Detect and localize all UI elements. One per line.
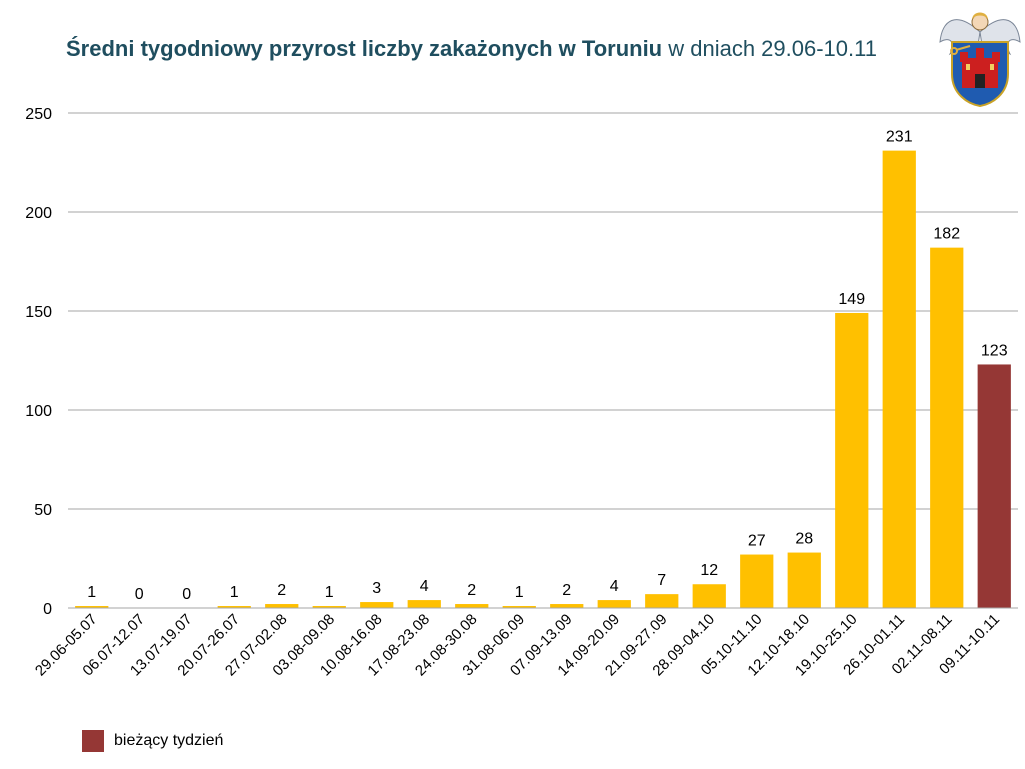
y-tick-label: 200 xyxy=(25,205,52,222)
data-label: 4 xyxy=(610,578,619,595)
crest-of-torun-icon xyxy=(939,12,1021,108)
data-label: 28 xyxy=(795,531,813,548)
chart-title: Średni tygodniowy przyrost liczby zakażo… xyxy=(66,36,877,62)
bar xyxy=(597,600,631,608)
data-label: 7 xyxy=(657,572,666,589)
data-label: 1 xyxy=(325,584,334,601)
y-tick-label: 150 xyxy=(25,304,52,321)
legend: bieżący tydzień xyxy=(82,730,223,752)
data-label: 123 xyxy=(981,342,1008,359)
data-label: 27 xyxy=(748,533,766,550)
bar xyxy=(550,604,584,608)
y-tick-label: 0 xyxy=(43,601,52,618)
bar xyxy=(217,606,251,608)
data-label: 2 xyxy=(467,582,476,599)
y-tick-label: 100 xyxy=(25,403,52,420)
legend-swatch-current-week xyxy=(82,730,104,752)
y-axis-ticks: 0 50 100 150 200 250 xyxy=(25,106,52,618)
bar xyxy=(930,247,964,608)
y-tick-label: 250 xyxy=(25,106,52,123)
data-label: 4 xyxy=(420,578,429,595)
bar xyxy=(645,594,679,608)
data-label: 1 xyxy=(230,584,239,601)
data-label: 231 xyxy=(886,129,913,146)
data-label: 2 xyxy=(562,582,571,599)
chart-title-rest: w dniach 29.06-10.11 xyxy=(662,36,877,61)
bar xyxy=(455,604,489,608)
data-label: 12 xyxy=(700,562,718,579)
bar xyxy=(407,600,441,608)
chart-title-bold: Średni tygodniowy przyrost liczby zakażo… xyxy=(66,36,663,61)
data-label: 0 xyxy=(182,586,191,603)
data-label: 2 xyxy=(277,582,286,599)
bar xyxy=(882,150,916,608)
bar xyxy=(75,606,109,608)
bar xyxy=(787,552,821,608)
gridlines xyxy=(68,112,1018,510)
bars xyxy=(75,150,1011,608)
bar xyxy=(740,554,774,608)
data-label: 1 xyxy=(87,584,96,601)
bar xyxy=(977,364,1011,608)
bar xyxy=(835,312,869,608)
data-label: 1 xyxy=(515,584,524,601)
bar xyxy=(502,606,536,608)
x-axis-ticks: 29.06-05.0706.07-12.0713.07-19.0720.07-2… xyxy=(32,611,1003,680)
bar xyxy=(265,604,299,608)
data-label: 3 xyxy=(372,580,381,597)
data-label: 182 xyxy=(933,226,960,243)
bar xyxy=(692,584,726,608)
bar xyxy=(360,602,394,608)
y-tick-label: 50 xyxy=(34,502,52,519)
bar xyxy=(312,606,346,608)
legend-label: bieżący tydzień xyxy=(114,732,224,749)
data-label: 0 xyxy=(135,586,144,603)
data-label: 149 xyxy=(838,291,865,308)
